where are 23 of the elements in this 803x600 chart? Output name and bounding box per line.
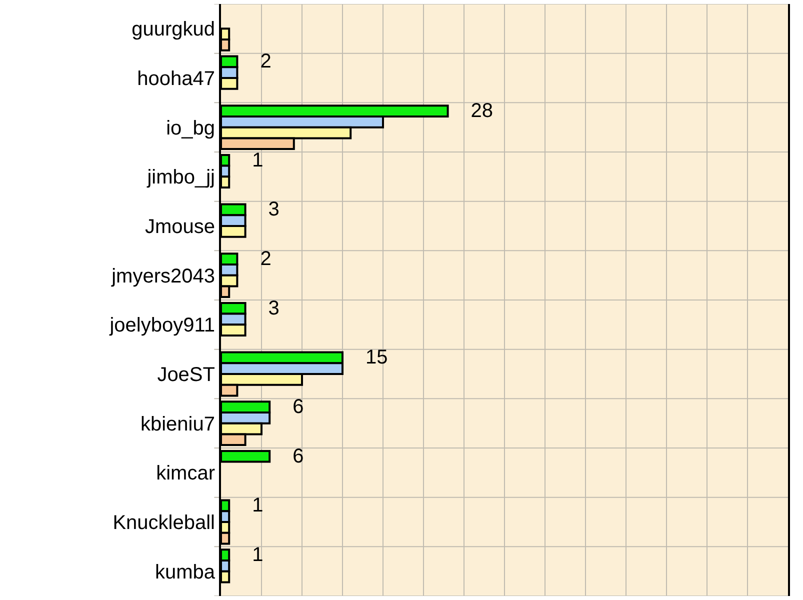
y-tick-label: hooha47 [137, 68, 215, 90]
y-tick-label: joelyboy911 [108, 314, 215, 337]
data-label: 1 [232, 494, 264, 517]
data-label: 1 [232, 149, 264, 172]
y-tick-label: kbieniu7 [140, 413, 215, 436]
y-tick-label: kumba [154, 561, 216, 584]
data-label: 6 [272, 445, 304, 468]
data-label: 15 [346, 346, 388, 369]
y-tick-label: io_bg [166, 117, 215, 140]
data-label: 2 [240, 50, 272, 73]
y-tick-label: jmyers2043 [110, 265, 215, 288]
data-label: 6 [272, 396, 304, 418]
data-label: 28 [450, 100, 494, 122]
data-label: 1 [232, 544, 264, 566]
y-tick-label: jimbo_jj [146, 166, 215, 189]
y-tick-label: JoeST [157, 364, 215, 386]
data-label: 2 [240, 248, 272, 270]
y-tick-label: Knuckleball [112, 512, 215, 534]
data-label: 3 [248, 198, 280, 221]
data-label: 3 [248, 297, 280, 320]
y-tick-label: Jmouse [144, 216, 215, 238]
y-tick-label: kimcar [156, 462, 216, 485]
y-tick-label: guurgkud [132, 18, 215, 41]
